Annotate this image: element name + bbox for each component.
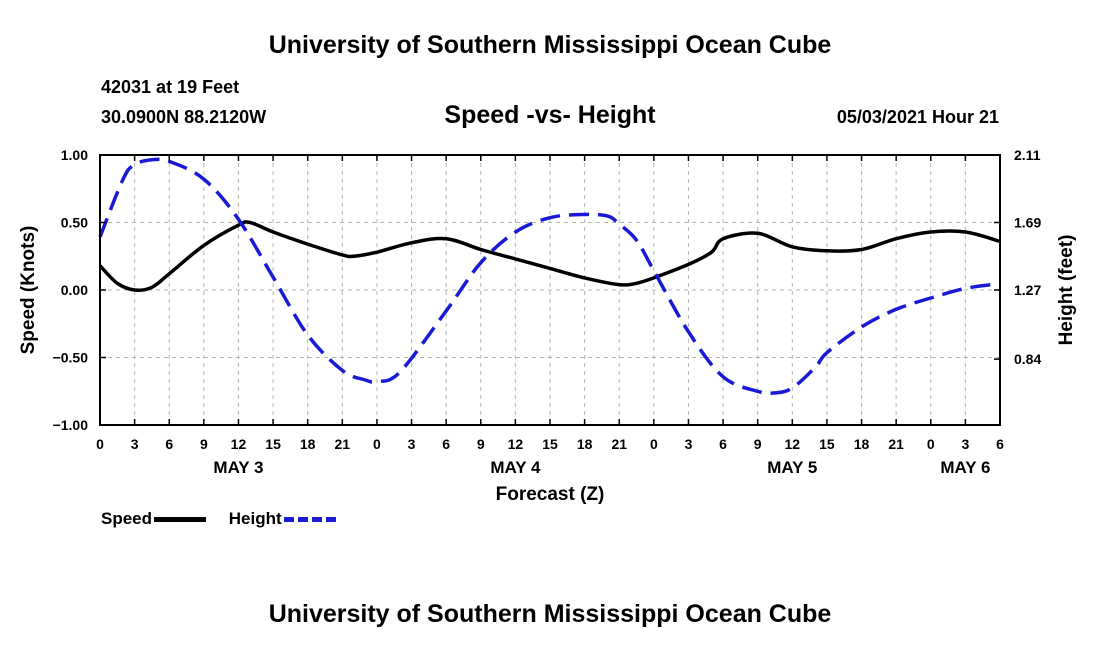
station-label: 42031 at 19 Feet [101, 77, 240, 97]
day-label: MAY 5 [767, 458, 817, 477]
y-tick-label: −1.00 [53, 417, 89, 433]
y2-tick-label: 2.11 [1014, 147, 1041, 163]
legend-height-label: Height [228, 509, 282, 528]
y-tick-label: 0.50 [61, 215, 88, 231]
x-tick-label: 18 [854, 436, 870, 452]
x-tick-label: 15 [542, 436, 558, 452]
x-tick-label: 3 [685, 436, 693, 452]
x-tick-label: 12 [508, 436, 524, 452]
legend-height-swatch [283, 516, 336, 522]
day-label: MAY 4 [490, 458, 541, 477]
legend-speed-swatch [154, 516, 207, 522]
top-title: University of Southern Mississippi Ocean… [268, 31, 832, 59]
y2-tick-label: 0.84 [1014, 351, 1041, 367]
x-tick-label: 3 [961, 436, 969, 452]
y2-axis-title: Height (feet) [1056, 235, 1077, 346]
day-label: MAY 6 [940, 458, 990, 477]
x-tick-label: 0 [373, 436, 381, 452]
legend: Speed Height [101, 509, 354, 529]
x-tick-label: 3 [131, 436, 139, 452]
x-tick-label: 0 [927, 436, 935, 452]
grid-lines [100, 155, 1000, 425]
series-line-speed [98, 220, 1001, 293]
chart-title: Speed -vs- Height [444, 101, 656, 129]
y2-tick-label: 1.27 [1014, 282, 1041, 298]
y-axis-title: Speed (Knots) [18, 226, 39, 355]
forecast-timestamp: 05/03/2021 Hour 21 [836, 107, 999, 127]
y2-tick-label: 1.69 [1014, 215, 1041, 231]
x-tick-label: 6 [996, 436, 1004, 452]
x-tick-label: 9 [200, 436, 208, 452]
x-tick-label: 9 [477, 436, 485, 452]
x-tick-label: 6 [442, 436, 450, 452]
x-tick-label: 15 [819, 436, 835, 452]
x-tick-label: 0 [650, 436, 658, 452]
x-tick-label: 6 [719, 436, 727, 452]
axes: 0 3 6 9 12 15 18 21 0 3 6 9 12 15 18 21 0 3 6 9 12 15 18 21 0 3 6 1… [18, 147, 1077, 505]
x-tick-label: 18 [577, 436, 593, 452]
legend-item-height: Height [229, 509, 336, 529]
x-axis-title: Forecast (Z) [496, 484, 605, 505]
x-tick-label: 21 [888, 436, 904, 452]
y-tick-label: 0.00 [61, 282, 88, 298]
x-tick-label: 0 [96, 436, 104, 452]
legend-speed-label: Speed [101, 509, 153, 528]
x-tick-label: 21 [611, 436, 627, 452]
series-line-height [98, 157, 1001, 396]
x-tick-label: 3 [408, 436, 416, 452]
x-tick-label: 12 [231, 436, 247, 452]
coordinates-label: 30.0900N 88.2120W [101, 107, 267, 127]
x-tick-label: 12 [785, 436, 801, 452]
legend-item-speed: Speed [101, 509, 207, 529]
x-tick-label: 15 [265, 436, 281, 452]
x-tick-label: 18 [300, 436, 316, 452]
x-tick-label: 21 [335, 436, 351, 452]
y-tick-label: 1.00 [61, 147, 88, 163]
day-label: MAY 3 [213, 458, 263, 477]
bottom-title: University of Southern Mississippi Ocean… [268, 600, 832, 628]
y-tick-label: −0.50 [53, 350, 89, 366]
x-tick-label: 6 [165, 436, 173, 452]
x-tick-label: 9 [754, 436, 762, 452]
speed-height-chart: 0 3 6 9 12 15 18 21 0 3 6 9 12 15 18 21 0 3 6 9 12 15 18 21 0 3 6 1… [18, 147, 1077, 505]
series-lines [98, 157, 1001, 396]
